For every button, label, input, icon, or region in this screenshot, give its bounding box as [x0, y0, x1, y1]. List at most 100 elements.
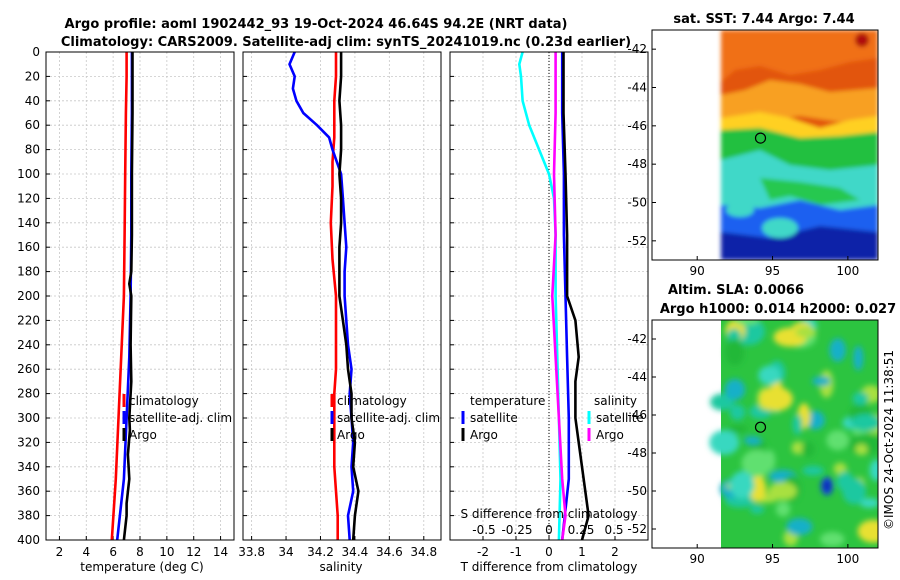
plot-frame: [449, 51, 649, 541]
sla-anomaly-blob: [791, 441, 805, 455]
y-tick-label: 80: [25, 143, 40, 157]
x-tick-label: 34: [278, 545, 293, 559]
lat-tick-label: -44: [627, 370, 647, 384]
series-line: [288, 51, 355, 541]
sla-anomaly-blob: [729, 471, 755, 499]
sla-anomaly-blob: [795, 326, 817, 338]
y-tick-label: 180: [17, 265, 40, 279]
sla-argo-location-marker: [754, 421, 767, 433]
sla-anomaly-blob: [709, 430, 740, 455]
x-tick-label: 8: [136, 545, 144, 559]
sla-anomaly-blob: [869, 459, 878, 481]
legend-label-t-satellite: satellite: [470, 411, 518, 425]
legend-title-temperature: temperature: [470, 394, 545, 408]
sst-region-yellow: [721, 112, 878, 140]
sla-anomaly-blob: [759, 386, 793, 412]
sst-map-title: sat. SST: 7.44 Argo: 7.44: [673, 12, 854, 27]
sla-anomaly-blob: [726, 328, 742, 343]
sst-cyan-eddy: [726, 203, 754, 217]
imos-watermark: ©IMOS 24-Oct-2024 11:38:51: [882, 350, 896, 530]
legend-label-satellite: satellite-adj. clim: [129, 411, 232, 425]
y-tick-label: 120: [17, 191, 40, 205]
y-tick-label: 380: [17, 509, 40, 523]
lon-tick-label: 95: [765, 552, 780, 566]
lat-tick-label: -42: [627, 332, 647, 346]
x-tick-label: 33.8: [238, 545, 265, 559]
s-diff-tick: -0.25: [501, 523, 532, 537]
sla-anomaly-blob: [802, 465, 824, 476]
sla-anomaly-blob: [812, 376, 831, 386]
sst-cyan-eddy: [762, 218, 798, 238]
sst-region-deep-blue: [721, 226, 878, 260]
x-tick-label: 34.2: [307, 545, 334, 559]
x-tick-label: 34.8: [410, 545, 437, 559]
sla-anomaly-blob: [801, 441, 815, 458]
sst-argo-location-marker: [754, 132, 767, 144]
y-tick-label: 100: [17, 167, 40, 181]
x-tick-label: 6: [109, 545, 117, 559]
sst-region-north: [721, 30, 878, 82]
lat-tick-label: -46: [627, 408, 647, 422]
legend-label-argo: Argo: [337, 428, 365, 442]
x-tick-label: -2: [477, 545, 489, 559]
series-line: [338, 52, 360, 541]
difference-salinity-legend: salinity satellite Argo: [587, 394, 644, 442]
y-tick-label: 280: [17, 387, 40, 401]
sla-anomaly-blob: [850, 414, 878, 431]
legend-label-s-argo: Argo: [596, 428, 624, 442]
sla-anomaly-blob: [829, 338, 846, 362]
sla-anomaly-blob: [792, 414, 803, 435]
s-diff-tick: 0.25: [568, 523, 595, 537]
lat-tick-label: -48: [627, 446, 647, 460]
salinity-xlabel: salinity: [319, 560, 362, 574]
x-tick-label: 2: [611, 545, 619, 559]
sla-anomaly-blob: [819, 531, 845, 547]
y-tick-label: 340: [17, 460, 40, 474]
y-tick-label: 320: [17, 435, 40, 449]
legend-label-t-argo: Argo: [470, 428, 498, 442]
lat-tick-label: -46: [627, 119, 647, 133]
y-tick-label: 260: [17, 362, 40, 376]
lon-tick-label: 90: [690, 264, 705, 278]
sla-base: [721, 320, 878, 548]
sla-anomaly-blob: [758, 365, 781, 386]
lat-tick-label: -50: [627, 484, 647, 498]
difference-panel: -2 -1 0 1 2: [449, 51, 649, 559]
lat-tick-label: -52: [627, 234, 647, 248]
series-line: [560, 52, 571, 541]
lon-tick-label: 100: [836, 264, 859, 278]
series-line: [562, 52, 590, 541]
sla-anomaly-blob: [853, 345, 864, 371]
x-tick-label: 34.6: [376, 545, 403, 559]
y-tick-label: 240: [17, 338, 40, 352]
y-tick-label: 60: [25, 118, 40, 132]
s-diff-tick: 0.5: [604, 523, 623, 537]
sla-anomaly-blob: [763, 450, 776, 471]
x-tick-label: 12: [186, 545, 201, 559]
lon-tick-label: 90: [690, 552, 705, 566]
lat-tick-label: -52: [627, 522, 647, 536]
lon-tick-label: 95: [765, 264, 780, 278]
sla-anomaly-blob: [805, 410, 825, 430]
sla-anomaly-blob: [786, 518, 813, 536]
sla-map-subtitle: Argo h1000: 0.014 h2000: 0.027: [660, 302, 896, 317]
difference-xlabel: T difference from climatology: [460, 560, 638, 574]
y-tick-label: 140: [17, 216, 40, 230]
sla-anomaly-blob: [728, 424, 749, 434]
sla-anomaly-blob: [750, 504, 765, 514]
sla-anomaly-blob: [852, 392, 869, 405]
legend-label-climatology: climatology: [337, 394, 407, 408]
sla-anomaly-blob: [859, 498, 878, 508]
sla-anomaly-blob: [855, 443, 868, 456]
lon-tick-label: 100: [836, 552, 859, 566]
sla-anomaly-blob: [725, 339, 745, 366]
sla-map: 90 95 100 -42 -44 -46 -48 -50 -52: [627, 319, 879, 566]
sla-anomaly-blob: [842, 478, 867, 505]
lat-tick-label: -44: [627, 81, 647, 95]
y-tick-label: 20: [25, 69, 40, 83]
series-line: [110, 52, 128, 541]
legend-label-climatology: climatology: [129, 394, 199, 408]
difference-temperature-legend: temperature satellite Argo: [461, 394, 545, 442]
x-tick-label: 14: [213, 545, 228, 559]
